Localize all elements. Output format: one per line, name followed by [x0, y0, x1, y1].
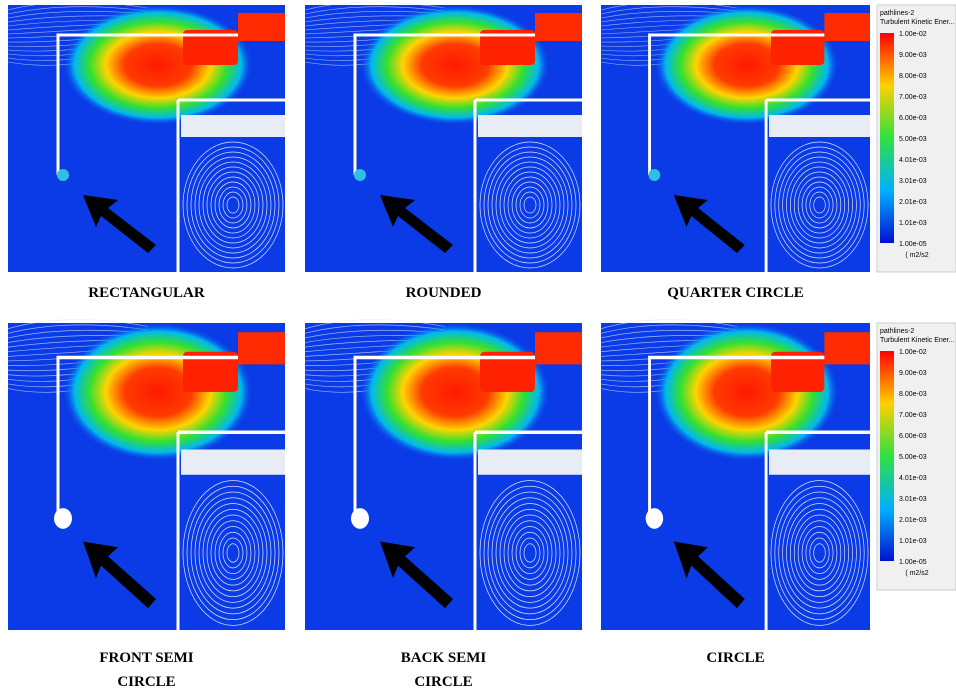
tke-blob: [63, 323, 253, 461]
panel-label: CIRCLE: [414, 674, 472, 690]
colorbar-tick-label: 2.01e-03: [899, 517, 927, 524]
colorbar-subtitle: Turbulent Kinetic Ener...: [880, 337, 955, 344]
cavity: [769, 135, 870, 272]
gap: [181, 449, 285, 474]
colorbar-tick-label: 1.01e-03: [899, 220, 927, 227]
obstacle: [354, 169, 366, 181]
jet-outlet: [535, 332, 582, 364]
colorbar-title: pathlines-2: [880, 328, 914, 335]
obstacle: [649, 169, 661, 181]
cavity: [769, 472, 870, 630]
colorbar-tick-label: 8.00e-03: [899, 391, 927, 398]
colorbar-tick-label: 7.00e-03: [899, 94, 927, 101]
panel-label: ROUNDED: [406, 285, 482, 301]
colorbar-tick-label: 4.01e-03: [899, 475, 927, 482]
obstacle: [351, 508, 369, 529]
jet-outlet: [238, 13, 285, 41]
gap: [769, 449, 870, 474]
colorbar-tick-label: 9.00e-03: [899, 370, 927, 377]
gap: [478, 449, 582, 474]
colorbar-unit: ( m2/s2: [905, 252, 928, 259]
simulation-panel: [601, 2, 870, 272]
colorbar-tick-label: 5.00e-03: [899, 136, 927, 143]
colorbar-tick-label: 1.00e-05: [899, 241, 927, 248]
colorbar-tick-label: 1.00e-02: [899, 31, 927, 38]
colorbar-tick-label: 3.01e-03: [899, 178, 927, 185]
panel-label: BACK SEMI: [401, 650, 487, 666]
jet-outlet: [824, 332, 870, 364]
jet-outlet: [238, 332, 285, 364]
simulation-panel: [8, 2, 285, 272]
colorbar-tick-label: 2.01e-03: [899, 199, 927, 206]
simulation-panel: [305, 2, 582, 272]
colorbar-subtitle: Turbulent Kinetic Ener...: [880, 19, 955, 26]
obstacle: [54, 508, 72, 529]
colorbar-tick-label: 3.01e-03: [899, 496, 927, 503]
tke-blob: [360, 323, 550, 461]
gap: [181, 115, 285, 137]
obstacle: [646, 508, 663, 529]
colorbar-tick-label: 1.00e-05: [899, 559, 927, 566]
simulation-panel: [601, 320, 870, 630]
gap: [769, 115, 870, 137]
panel-label: FRONT SEMI: [99, 650, 193, 666]
simulation-panel: [8, 320, 285, 630]
cavity: [478, 135, 582, 272]
colorbar-unit: ( m2/s2: [905, 570, 928, 577]
colorbar-tick-label: 6.00e-03: [899, 115, 927, 122]
simulation-panel: [305, 320, 582, 630]
colorbar: [880, 351, 894, 561]
colorbar-tick-label: 1.00e-02: [899, 349, 927, 356]
colorbar-tick-label: 9.00e-03: [899, 52, 927, 59]
panel-label: RECTANGULAR: [88, 285, 205, 301]
colorbar-tick-label: 4.01e-03: [899, 157, 927, 164]
obstacle: [57, 169, 69, 181]
cavity: [478, 472, 582, 630]
colorbar-tick-label: 6.00e-03: [899, 433, 927, 440]
colorbar-tick-label: 5.00e-03: [899, 454, 927, 461]
panel-label: CIRCLE: [706, 650, 764, 666]
cavity: [181, 472, 285, 630]
jet-outlet: [824, 13, 870, 41]
panel-label: CIRCLE: [117, 674, 175, 690]
colorbar: [880, 33, 894, 243]
colorbar-tick-label: 8.00e-03: [899, 73, 927, 80]
colorbar-tick-label: 7.00e-03: [899, 412, 927, 419]
gap: [478, 115, 582, 137]
figure: RECTANGULAR ROUNDED QUARTER CIRCLE FRONT SE…: [0, 0, 956, 695]
panel-label: QUARTER CIRCLE: [667, 285, 804, 301]
tke-blob: [654, 323, 839, 461]
colorbar-title: pathlines-2: [880, 10, 914, 17]
cavity: [181, 135, 285, 272]
jet-outlet: [535, 13, 582, 41]
colorbar-tick-label: 1.01e-03: [899, 538, 927, 545]
